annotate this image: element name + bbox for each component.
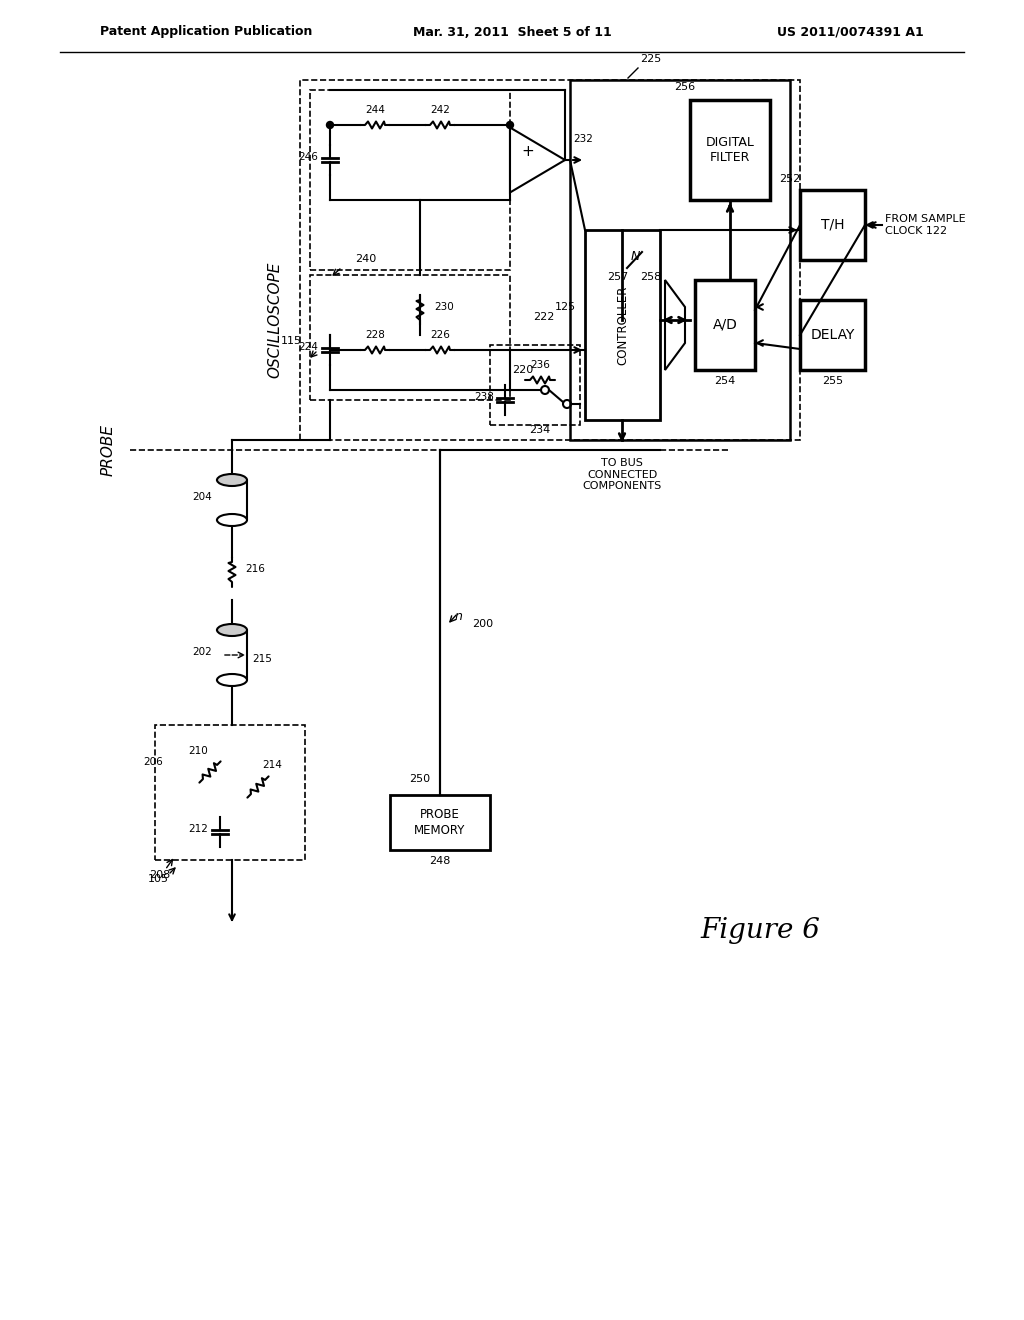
Text: N: N [631, 249, 640, 263]
Text: FROM SAMPLE
CLOCK 122: FROM SAMPLE CLOCK 122 [885, 214, 966, 236]
Text: 242: 242 [430, 106, 450, 115]
Text: 244: 244 [366, 106, 385, 115]
Text: T/H: T/H [821, 218, 844, 232]
Text: 125: 125 [554, 302, 575, 312]
Text: 257: 257 [607, 272, 629, 282]
Ellipse shape [217, 474, 247, 486]
Bar [310, 90, 510, 271]
Text: 226: 226 [430, 330, 450, 341]
Bar [800, 300, 865, 370]
Text: 230: 230 [434, 302, 454, 312]
Text: DELAY: DELAY [810, 327, 855, 342]
Bar [300, 81, 800, 440]
Text: 204: 204 [193, 492, 212, 502]
Text: 252: 252 [779, 174, 801, 183]
Text: 105: 105 [147, 874, 169, 884]
Bar [490, 345, 580, 425]
Text: PROBE: PROBE [100, 424, 116, 477]
Text: n: n [455, 610, 463, 623]
Polygon shape [665, 280, 685, 370]
Bar [690, 100, 770, 201]
Text: 240: 240 [355, 253, 376, 264]
Text: 214: 214 [262, 760, 282, 770]
Text: A/D: A/D [713, 318, 737, 333]
Ellipse shape [217, 624, 247, 636]
Circle shape [327, 121, 334, 128]
Bar [155, 725, 305, 861]
Text: OSCILLOSCOPE: OSCILLOSCOPE [267, 261, 283, 379]
Bar [695, 280, 755, 370]
Text: Figure 6: Figure 6 [700, 916, 820, 944]
Text: US 2011/0074391 A1: US 2011/0074391 A1 [777, 25, 924, 38]
Text: 246: 246 [298, 152, 318, 162]
Text: 234: 234 [529, 425, 551, 436]
Text: 210: 210 [188, 746, 208, 756]
Text: 225: 225 [640, 54, 662, 63]
Text: 200: 200 [472, 619, 494, 630]
Ellipse shape [217, 675, 247, 686]
Text: 206: 206 [143, 756, 163, 767]
Text: 238: 238 [474, 392, 494, 403]
Ellipse shape [217, 513, 247, 525]
Text: DIGITAL
FILTER: DIGITAL FILTER [706, 136, 755, 164]
Bar [390, 795, 490, 850]
Text: 224: 224 [298, 342, 318, 352]
Text: 208: 208 [150, 870, 171, 880]
Text: 232: 232 [573, 135, 593, 144]
Text: 236: 236 [530, 360, 550, 370]
Text: CONTROLLER: CONTROLLER [616, 285, 629, 364]
Text: 212: 212 [188, 824, 208, 834]
Text: 250: 250 [409, 774, 430, 784]
Bar [800, 190, 865, 260]
Text: 248: 248 [429, 855, 451, 866]
Text: Patent Application Publication: Patent Application Publication [100, 25, 312, 38]
Text: 215: 215 [252, 653, 272, 664]
Text: 254: 254 [715, 376, 735, 385]
Circle shape [507, 121, 513, 128]
Text: 256: 256 [675, 82, 695, 92]
Text: 222: 222 [534, 312, 555, 322]
Text: Mar. 31, 2011  Sheet 5 of 11: Mar. 31, 2011 Sheet 5 of 11 [413, 25, 611, 38]
Text: 258: 258 [640, 272, 662, 282]
Text: TO BUS
CONNECTED
COMPONENTS: TO BUS CONNECTED COMPONENTS [583, 458, 662, 491]
Bar [570, 81, 790, 440]
Text: PROBE
MEMORY: PROBE MEMORY [415, 808, 466, 837]
Bar [310, 275, 510, 400]
Text: 216: 216 [245, 564, 265, 574]
Text: 228: 228 [366, 330, 385, 341]
Text: 202: 202 [193, 647, 212, 657]
Text: 220: 220 [512, 366, 534, 375]
Text: 255: 255 [822, 376, 843, 385]
Bar [585, 230, 660, 420]
Text: +: + [521, 144, 535, 160]
Text: 115: 115 [281, 337, 302, 346]
Polygon shape [510, 128, 565, 193]
